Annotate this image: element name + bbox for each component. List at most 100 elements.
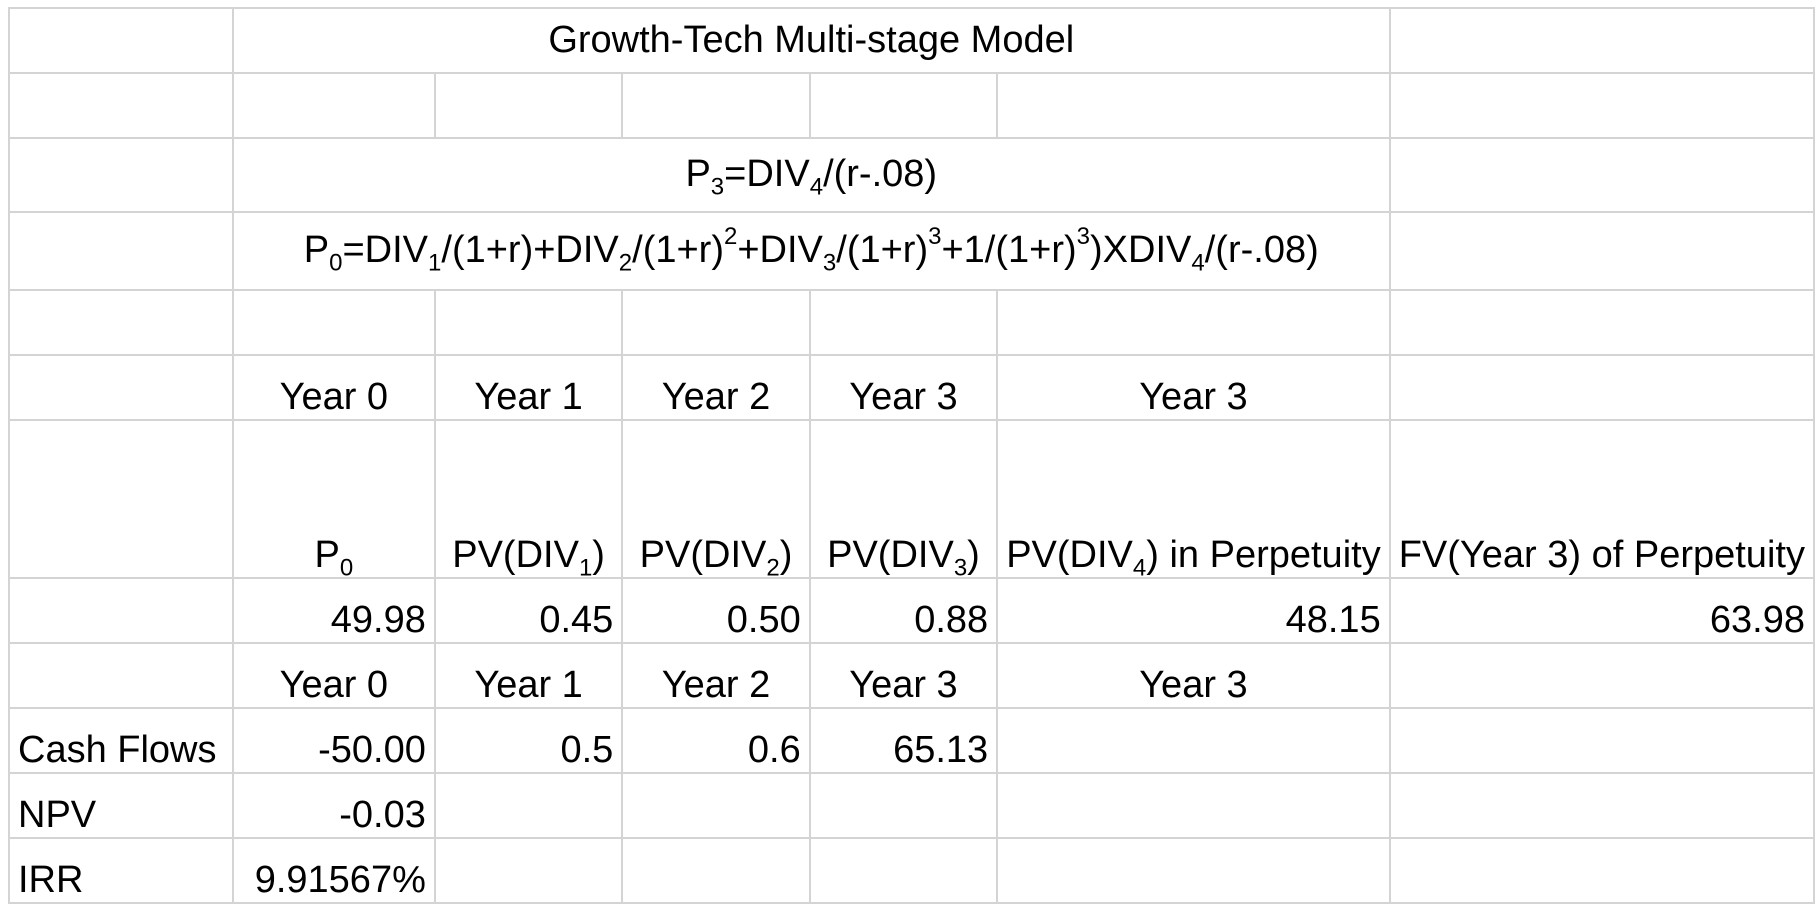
value-pv-perpetuity: 48.15 [1285, 599, 1381, 642]
cash-flow-value: -50.00 [318, 729, 426, 772]
label-cell[interactable]: P0 [231, 419, 436, 579]
cell[interactable] [621, 289, 811, 356]
cell[interactable] [8, 211, 234, 291]
label-fv-perpetuity: FV(Year 3) of Perpetuity [1398, 534, 1805, 577]
value-cell[interactable]: 9.91567% [231, 837, 436, 904]
year-header: Year 3 [849, 376, 958, 419]
cell[interactable] [433, 289, 624, 356]
cash-flow-value: 0.6 [747, 729, 801, 772]
cell[interactable] [433, 72, 624, 139]
value-fv-perpetuity: 63.98 [1709, 599, 1805, 642]
cell[interactable] [621, 772, 811, 839]
cell[interactable] [231, 72, 436, 139]
cell[interactable] [231, 289, 436, 356]
cell[interactable] [8, 289, 234, 356]
label-cell[interactable]: FV(Year 3) of Perpetuity [1388, 419, 1815, 579]
year-header: Year 1 [474, 664, 583, 707]
label-cell[interactable]: PV(DIV2) [621, 419, 811, 579]
cell[interactable] [8, 354, 234, 421]
cell[interactable] [1388, 707, 1815, 774]
cell[interactable] [808, 837, 999, 904]
value-cell[interactable]: 48.15 [996, 577, 1391, 644]
value-cell[interactable]: 0.45 [433, 577, 624, 644]
cell[interactable] [1388, 772, 1815, 839]
cell[interactable] [621, 837, 811, 904]
spreadsheet-grid: Growth-Tech Multi-stage Model P3=DIV4/(r… [8, 7, 1815, 904]
formula-price-cell[interactable]: P0=DIV1/(1+r)+DIV2/(1+r)2+DIV3/(1+r)3+1/… [231, 211, 1391, 291]
label-cell[interactable]: PV(DIV3) [808, 419, 999, 579]
row-label-cell[interactable]: NPV [8, 772, 234, 839]
value-pv-div2: 0.50 [726, 599, 801, 642]
cell[interactable] [996, 837, 1391, 904]
cell[interactable] [1388, 211, 1815, 291]
formula-terminal-price: P3=DIV4/(r-.08) [685, 153, 938, 201]
year-header: Year 3 [1139, 376, 1248, 419]
cell[interactable] [621, 72, 811, 139]
value-cell[interactable]: 0.6 [621, 707, 811, 774]
year-header-cell[interactable]: Year 0 [231, 642, 436, 709]
cell[interactable] [996, 707, 1391, 774]
formula-price: P0=DIV1/(1+r)+DIV2/(1+r)2+DIV3/(1+r)3+1/… [303, 223, 1319, 277]
value-cell[interactable]: 63.98 [1388, 577, 1815, 644]
year-header-cell[interactable]: Year 1 [433, 642, 624, 709]
year-header-cell[interactable]: Year 2 [621, 354, 811, 421]
cell[interactable] [996, 772, 1391, 839]
year-header-cell[interactable]: Year 1 [433, 354, 624, 421]
npv-label: NPV [18, 794, 97, 837]
cell[interactable] [8, 577, 234, 644]
cell[interactable] [8, 72, 234, 139]
irr-value: 9.91567% [254, 859, 426, 902]
cell[interactable] [996, 72, 1391, 139]
year-header-cell[interactable]: Year 0 [231, 354, 436, 421]
label-p0: P0 [314, 534, 354, 578]
model-title-cell[interactable]: Growth-Tech Multi-stage Model [231, 7, 1391, 74]
cash-flow-value: 0.5 [560, 729, 614, 772]
cell[interactable] [808, 772, 999, 839]
label-cell[interactable]: PV(DIV1) [433, 419, 624, 579]
label-pv-div1: PV(DIV1) [452, 534, 605, 578]
label-pv-div3: PV(DIV3) [827, 534, 980, 578]
value-cell[interactable]: 65.13 [808, 707, 999, 774]
cell[interactable] [1388, 642, 1815, 709]
label-cell[interactable]: PV(DIV4) in Perpetuity [996, 419, 1391, 579]
cell[interactable] [8, 642, 234, 709]
cell[interactable] [1388, 289, 1815, 356]
value-cell[interactable]: 0.5 [433, 707, 624, 774]
cell[interactable] [808, 289, 999, 356]
cell[interactable] [8, 419, 234, 579]
year-header-cell[interactable]: Year 3 [996, 354, 1391, 421]
cell[interactable] [8, 137, 234, 213]
year-header: Year 0 [279, 376, 389, 419]
value-cell[interactable]: -0.03 [231, 772, 436, 839]
year-header: Year 0 [279, 664, 389, 707]
value-pv-div1: 0.45 [539, 599, 614, 642]
cell[interactable] [433, 837, 624, 904]
cell[interactable] [8, 7, 234, 74]
value-cell[interactable]: -50.00 [231, 707, 436, 774]
year-header: Year 2 [661, 664, 771, 707]
value-cell[interactable]: 0.88 [808, 577, 999, 644]
value-p0: 49.98 [330, 599, 426, 642]
cell[interactable] [808, 72, 999, 139]
cell[interactable] [996, 289, 1391, 356]
row-label-cell[interactable]: IRR [8, 837, 234, 904]
year-header-cell[interactable]: Year 3 [808, 642, 999, 709]
row-label-cell[interactable]: Cash Flows [8, 707, 234, 774]
cell[interactable] [433, 772, 624, 839]
cell[interactable] [1388, 7, 1815, 74]
formula-terminal-price-cell[interactable]: P3=DIV4/(r-.08) [231, 137, 1391, 213]
cell[interactable] [1388, 837, 1815, 904]
irr-label: IRR [18, 859, 84, 902]
value-cell[interactable]: 0.50 [621, 577, 811, 644]
cell[interactable] [1388, 137, 1815, 213]
cell[interactable] [1388, 72, 1815, 139]
cell[interactable] [1388, 354, 1815, 421]
year-header-cell[interactable]: Year 2 [621, 642, 811, 709]
year-header-cell[interactable]: Year 3 [808, 354, 999, 421]
year-header: Year 3 [849, 664, 958, 707]
npv-value: -0.03 [339, 794, 426, 837]
value-cell[interactable]: 49.98 [231, 577, 436, 644]
value-pv-div3: 0.88 [914, 599, 989, 642]
year-header-cell[interactable]: Year 3 [996, 642, 1391, 709]
cash-flow-value: 65.13 [893, 729, 989, 772]
